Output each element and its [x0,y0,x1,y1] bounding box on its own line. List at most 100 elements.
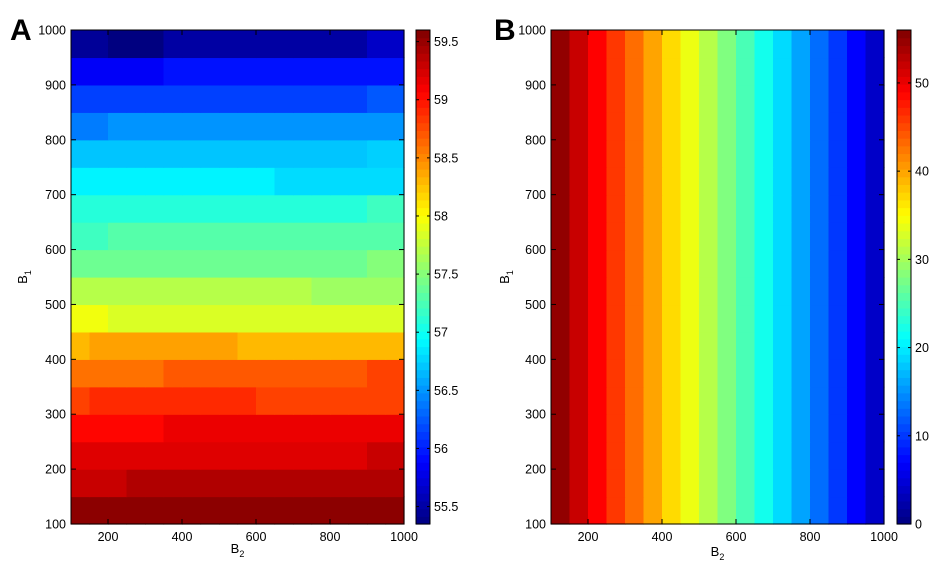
heatmap-cell [680,331,700,360]
heatmap-cell [71,469,91,498]
y-tick-label: 200 [525,463,546,477]
heatmap-cell [237,441,257,470]
heatmap-cell [385,386,405,415]
heatmap-cell [754,386,774,415]
colorbar-segment [416,277,430,286]
heatmap-cell [810,57,830,86]
heatmap-cell [643,167,663,196]
heatmap-cell [71,496,91,525]
heatmap-cell [810,277,830,306]
heatmap-cell [219,277,239,306]
colorbar-segment [416,485,430,494]
heatmap-cell [717,359,737,388]
heatmap-cell [588,249,608,278]
heatmap-cell [71,30,91,59]
colorbar-segment [416,400,430,409]
heatmap-cell [865,194,885,223]
colorbar-segment [897,431,911,440]
heatmap-cell [736,222,756,251]
heatmap-cell [89,112,109,141]
heatmap-cell [293,386,313,415]
heatmap-cell [108,414,128,443]
heatmap-cell [717,469,737,498]
heatmap-cell [89,222,109,251]
heatmap-cell [330,167,350,196]
heatmap-cell [847,249,867,278]
heatmap-cell [717,414,737,443]
heatmap-cell [865,112,885,141]
colorbar-segment [897,68,911,77]
heatmap-cell [606,167,626,196]
heatmap-cell [293,30,313,59]
heatmap-cell [163,84,183,113]
heatmap-cell [145,112,165,141]
heatmap-cell [385,84,405,113]
heatmap-cell [569,30,589,59]
colorbar-segment [897,76,911,85]
heatmap-cell [810,167,830,196]
colorbar-tick-label: 50 [915,76,929,90]
heatmap-cell [699,139,719,168]
heatmap-cell [330,84,350,113]
heatmap-cell [256,194,276,223]
heatmap-cell [108,139,128,168]
heatmap-cell [293,57,313,86]
heatmap-cell [588,386,608,415]
heatmap-cell [330,359,350,388]
heatmap-cell [293,331,313,360]
heatmap-cell [163,194,183,223]
heatmap-cell [662,57,682,86]
heatmap-cell [145,359,165,388]
heatmap-cell [773,139,793,168]
colorbar-segment [416,431,430,440]
heatmap-cell [274,139,294,168]
heatmap-cell [108,441,128,470]
heatmap-cell [754,469,774,498]
heatmap-cell [847,139,867,168]
heatmap-cell [71,414,91,443]
heatmap-cell [680,386,700,415]
colorbar-tick-label: 56 [434,442,448,456]
heatmap-cell [293,167,313,196]
colorbar-segment [416,253,430,263]
colorbar-tick-label: 58 [434,209,448,223]
heatmap-cell [219,30,239,59]
colorbar-segment [897,122,911,131]
heatmap-cell [367,167,387,196]
heatmap-cell [791,84,811,113]
heatmap-cell [237,139,257,168]
colorbar-segment [897,477,911,487]
heatmap-cell [237,304,257,333]
heatmap-cell [736,414,756,443]
colorbar-segment [416,408,430,417]
heatmap-cell [367,249,387,278]
heatmap-cell [625,84,645,113]
heatmap-cell [256,84,276,113]
heatmap-cell [274,249,294,278]
heatmap-cell [71,331,91,360]
heatmap-cell [680,304,700,333]
heatmap-cell [625,386,645,415]
heatmap-cell [348,30,368,59]
heatmap-cell [256,139,276,168]
colorbar-segment [897,392,911,402]
heatmap-cell [736,469,756,498]
heatmap-cell [606,386,626,415]
heatmap-cell [237,84,257,113]
heatmap-cell [71,57,91,86]
heatmap-cell [311,304,331,333]
heatmap-cell [810,386,830,415]
heatmap-cell [182,386,202,415]
heatmap-cell [71,222,91,251]
heatmap-cell [348,414,368,443]
heatmap-cell [126,112,146,141]
heatmap-cell [163,496,183,525]
colorbar-segment [897,408,911,417]
x-ticks-a: 200 400 600 800 1000 [98,30,418,544]
heatmap-cell [108,112,128,141]
heatmap-cell [200,194,220,223]
colorbar-segment [416,114,430,124]
heatmap-cell [662,194,682,223]
heatmap-cell [126,139,146,168]
heatmap-cell [662,469,682,498]
